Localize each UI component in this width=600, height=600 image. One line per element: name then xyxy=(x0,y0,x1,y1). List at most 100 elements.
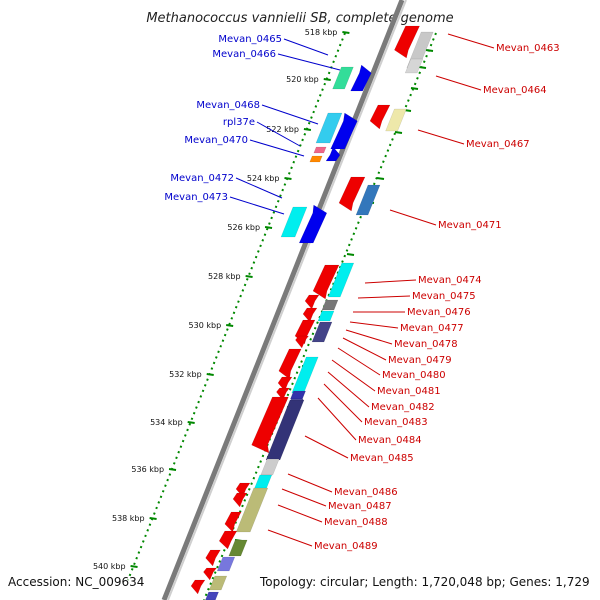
gene-feature xyxy=(404,58,424,74)
gene-feature xyxy=(260,458,280,476)
ruler-tick xyxy=(303,128,312,131)
gene-label-forward[interactable]: Mevan_0473 xyxy=(164,192,228,203)
gene-feature xyxy=(278,348,302,380)
label-leader-line xyxy=(435,75,482,91)
ruler-tick-label: 536 kbp xyxy=(131,465,164,474)
gene-label-reverse[interactable]: Mevan_0475 xyxy=(412,291,476,302)
gene-feature xyxy=(350,64,372,92)
label-leader-line xyxy=(256,121,301,147)
gene-feature xyxy=(203,567,218,581)
gene-feature xyxy=(317,310,335,322)
gene-feature xyxy=(313,146,327,154)
gene-feature xyxy=(304,294,320,310)
gene-feature xyxy=(265,399,305,461)
gene-feature xyxy=(253,474,273,490)
gene-label-reverse[interactable]: Mevan_0488 xyxy=(324,517,388,528)
gene-label-reverse[interactable]: Mevan_0474 xyxy=(418,275,482,286)
ruler-tick xyxy=(323,78,331,81)
label-leader-line xyxy=(235,177,283,199)
label-leader-line xyxy=(417,129,465,145)
label-leader-line xyxy=(304,435,349,459)
gene-feature xyxy=(394,25,420,59)
genome-backbone xyxy=(161,0,405,600)
gene-label-reverse[interactable]: Mevan_0464 xyxy=(483,85,547,96)
ruler-tick-label: 522 kbp xyxy=(266,125,299,134)
gene-feature xyxy=(208,575,228,591)
ruler-tick-label: 530 kbp xyxy=(189,321,222,330)
ruler-tick-label: 518 kbp xyxy=(305,28,338,37)
gene-label-forward[interactable]: Mevan_0468 xyxy=(196,100,260,111)
ruler-minor-tick xyxy=(346,253,355,256)
accession-text: Accession: NC_009634 xyxy=(8,575,144,589)
gene-label-forward[interactable]: Mevan_0465 xyxy=(218,34,282,45)
gene-label-forward[interactable]: Mevan_0472 xyxy=(170,173,234,184)
gene-label-reverse[interactable]: Mevan_0476 xyxy=(407,307,471,318)
ruler-tick xyxy=(342,31,350,34)
gene-feature xyxy=(228,539,248,557)
gene-label-reverse[interactable]: Mevan_0467 xyxy=(466,139,530,150)
label-leader-line xyxy=(277,53,341,71)
gene-label-reverse[interactable]: Mevan_0482 xyxy=(371,402,435,413)
gene-label-forward[interactable]: rpl37e xyxy=(223,117,255,128)
gene-label-reverse[interactable]: Mevan_0478 xyxy=(394,339,458,350)
ruler-tick xyxy=(206,373,214,376)
gene-feature xyxy=(224,511,242,533)
gene-feature xyxy=(298,204,328,244)
gene-label-reverse[interactable]: Mevan_0489 xyxy=(314,541,378,552)
label-leader-line xyxy=(327,371,370,408)
gene-label-reverse[interactable]: Mevan_0481 xyxy=(377,386,441,397)
topology-text: Topology: circular; Length: 1,720,048 bp… xyxy=(259,575,590,589)
gene-label-reverse[interactable]: Mevan_0471 xyxy=(438,220,502,231)
label-leader-line xyxy=(317,397,357,441)
gene-label-reverse[interactable]: Mevan_0479 xyxy=(388,355,452,366)
gene-feature xyxy=(235,487,269,533)
label-leader-line xyxy=(287,473,333,493)
gene-feature xyxy=(325,146,341,162)
gene-label-reverse[interactable]: Mevan_0477 xyxy=(400,323,464,334)
gene-label-reverse[interactable]: Mevan_0486 xyxy=(334,487,398,498)
label-leader-line xyxy=(364,279,417,284)
gene-label-forward[interactable]: Mevan_0470 xyxy=(184,135,248,146)
gene-feature xyxy=(232,492,248,508)
gene-label-reverse[interactable]: Mevan_0483 xyxy=(364,417,428,428)
label-leader-line xyxy=(261,104,319,125)
gene-feature xyxy=(251,396,289,454)
gene-feature xyxy=(315,112,343,144)
gene-feature xyxy=(190,579,206,595)
gene-feature xyxy=(369,104,391,130)
gene-label-reverse[interactable]: Mevan_0480 xyxy=(382,370,446,381)
ticks-layer: 518 kbp 520 kbp 522 kbp 524 kbp 526 kbp 528 k… xyxy=(93,28,434,571)
gene-label-forward[interactable]: Mevan_0466 xyxy=(212,49,276,60)
ruler-minor-tick xyxy=(410,87,419,90)
gene-feature xyxy=(295,335,310,349)
gene-label-reverse[interactable]: Mevan_0484 xyxy=(358,435,422,446)
gene-feature xyxy=(312,264,340,300)
label-leader-line xyxy=(342,337,387,361)
ruler-tick xyxy=(130,565,138,568)
label-leader-line xyxy=(447,33,495,49)
label-leader-line xyxy=(349,321,399,329)
ruler-outer-left xyxy=(127,32,346,581)
ruler-tick xyxy=(264,226,273,229)
ruler-minor-tick xyxy=(425,49,434,52)
label-leader-line xyxy=(281,488,327,507)
ruler-minor-tick xyxy=(394,131,403,134)
ruler-tick xyxy=(149,517,157,520)
ruler-tick-label: 526 kbp xyxy=(227,223,260,232)
ruler-tick xyxy=(187,421,195,424)
label-leader-line xyxy=(323,383,363,423)
label-leader-line xyxy=(345,329,393,345)
labels-layer: Mevan_0465 Mevan_0466 Mevan_0468 rpl37e Meva… xyxy=(164,33,560,552)
gene-label-reverse[interactable]: Mevan_0463 xyxy=(496,43,560,54)
label-leader-line xyxy=(267,529,313,547)
label-leader-line xyxy=(277,504,323,523)
gene-label-reverse[interactable]: Mevan_0485 xyxy=(350,453,414,464)
gene-feature xyxy=(205,549,221,567)
ruler-tick-label: 534 kbp xyxy=(150,418,183,427)
ruler-minor-tick xyxy=(418,66,427,69)
gene-label-reverse[interactable]: Mevan_0487 xyxy=(328,501,392,512)
label-leader-line xyxy=(337,347,381,376)
ruler-tick-label: 532 kbp xyxy=(169,370,202,379)
gene-feature xyxy=(218,530,238,550)
